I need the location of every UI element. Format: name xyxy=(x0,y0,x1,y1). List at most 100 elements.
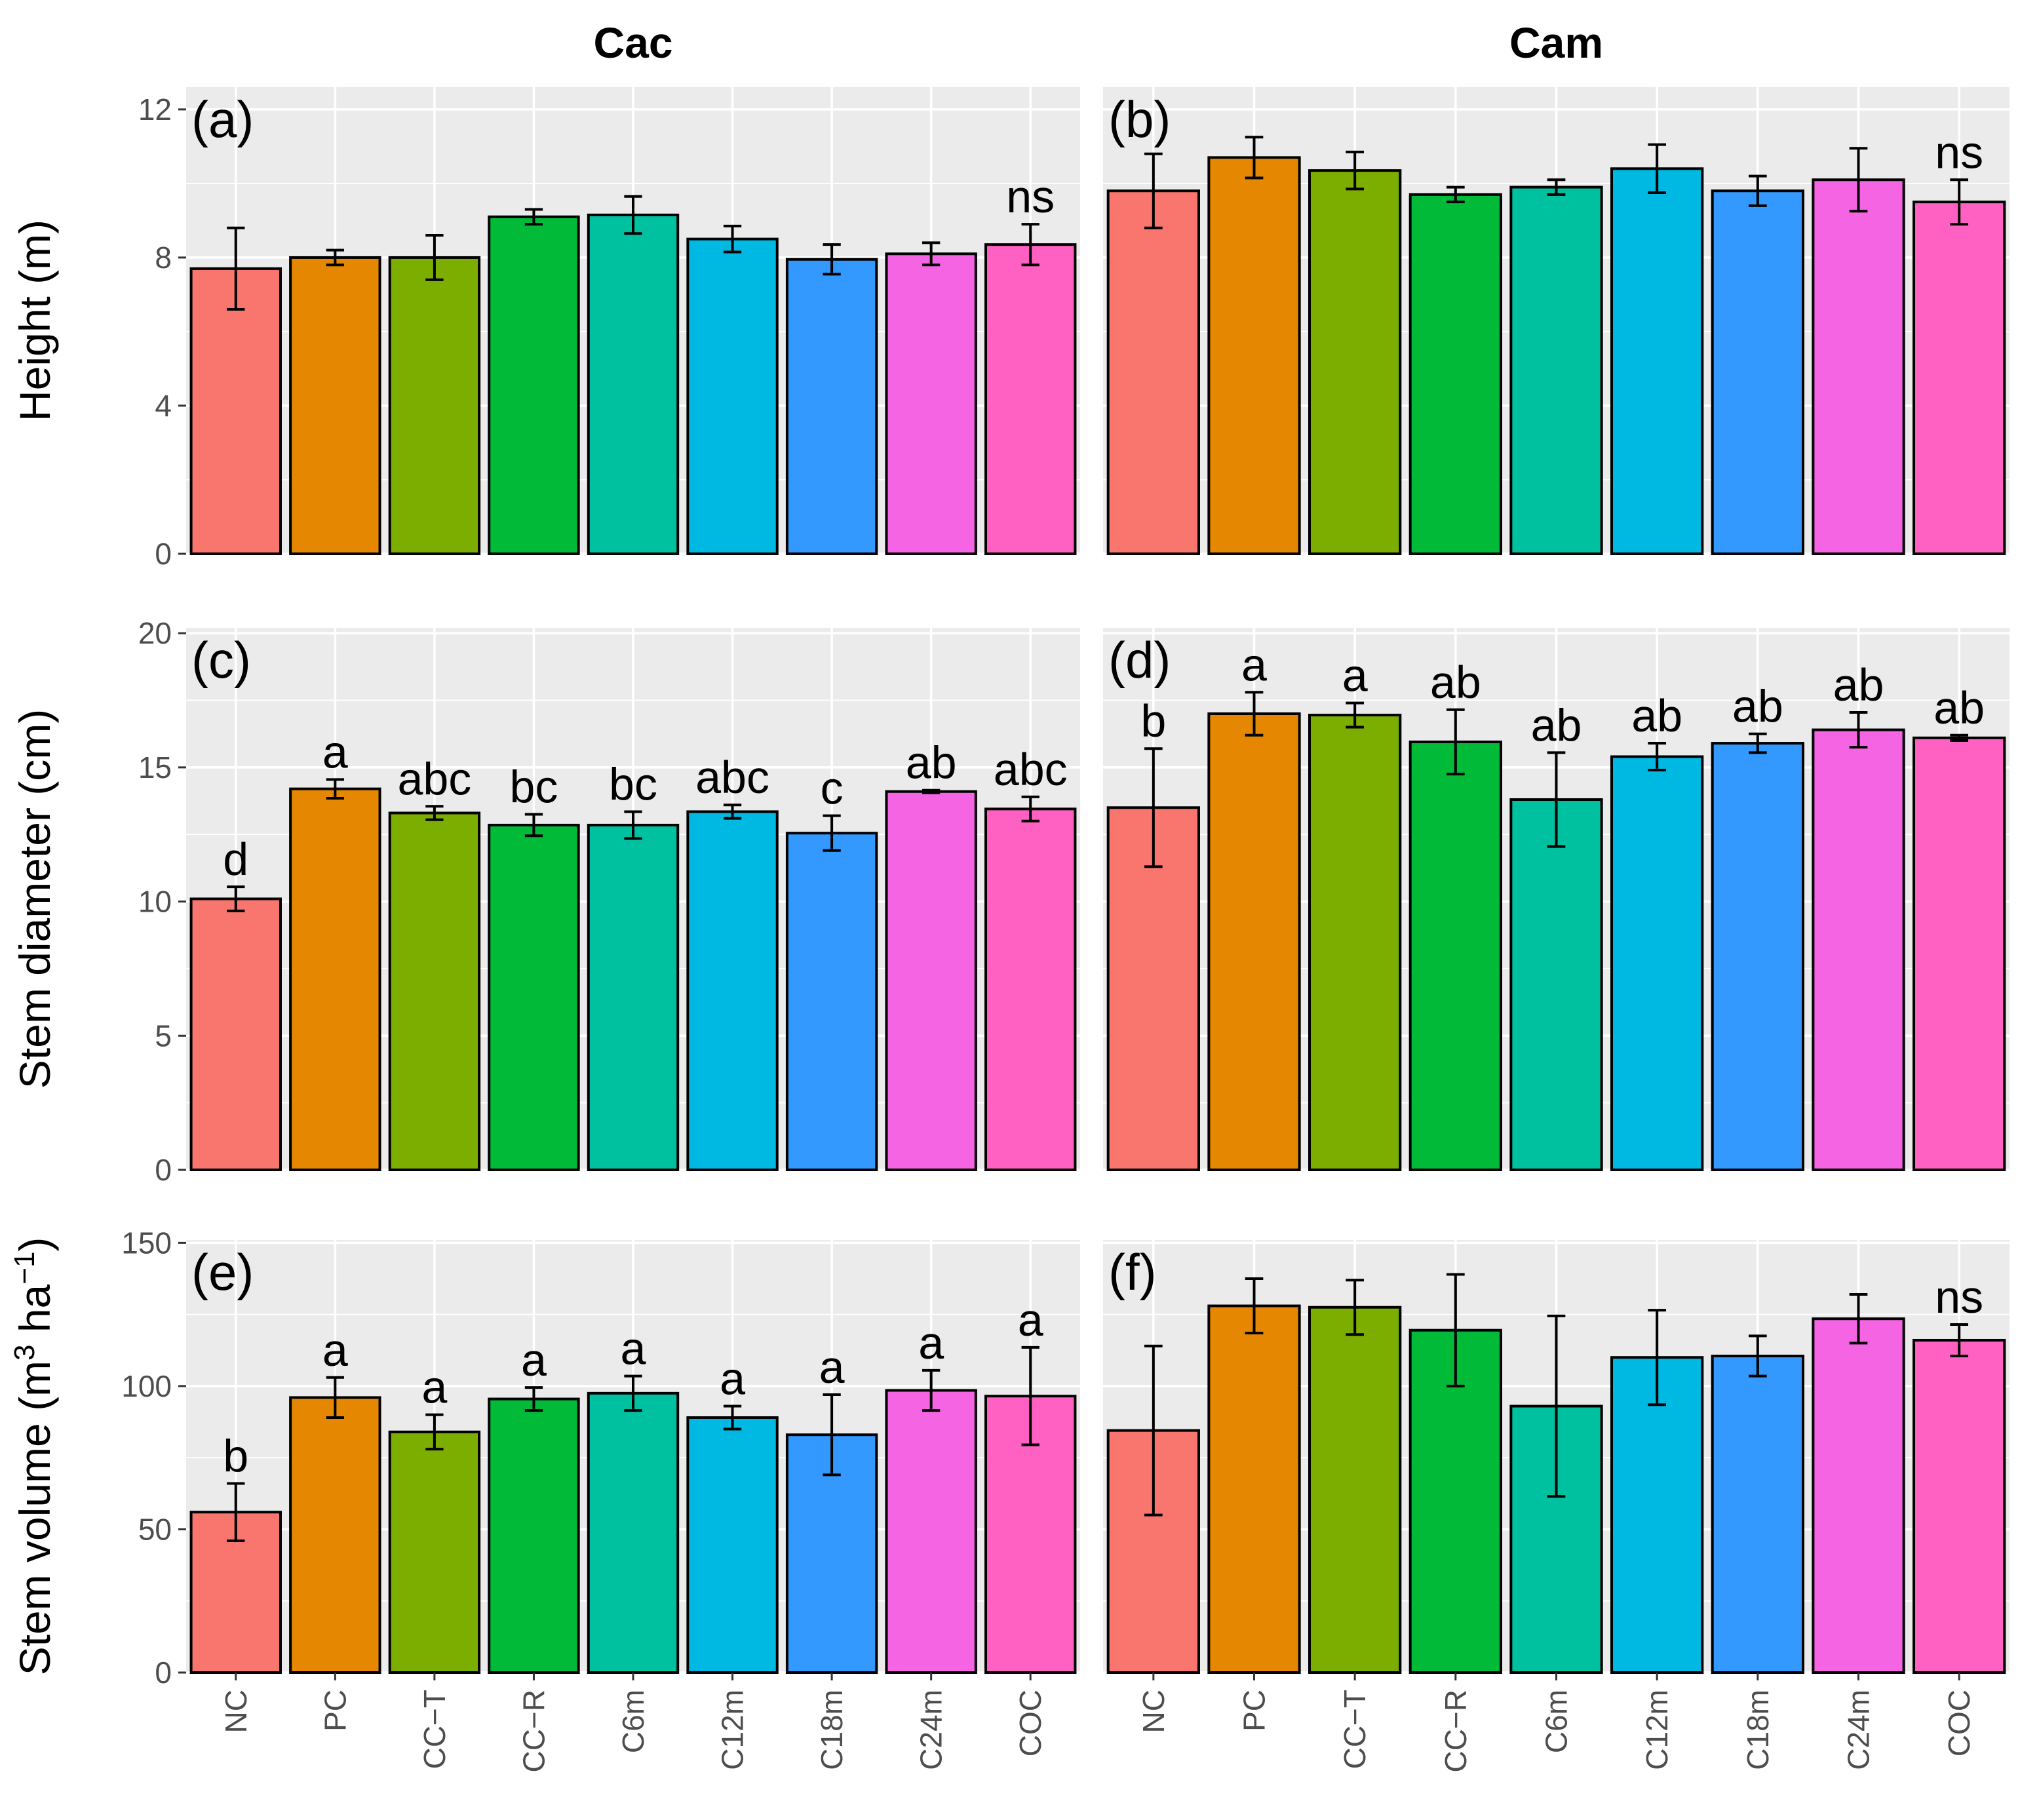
row-3-y-label-part-3: −1 xyxy=(9,1252,41,1285)
panel-b-bar-c12m xyxy=(1610,167,1704,556)
panel-c-significance-nc: d xyxy=(223,834,248,885)
panel-f-bar-c12m xyxy=(1610,1356,1704,1675)
panel-f-x-tick-label: C6m xyxy=(1540,1690,1574,1753)
panel-c-significance-pc: a xyxy=(322,726,348,777)
row-2-y-tick-label: 20 xyxy=(138,616,172,650)
panel-d-significance-nc: b xyxy=(1140,695,1166,746)
panel-d-bar-nc xyxy=(1106,806,1200,1171)
panel-e-significance-coc: a xyxy=(1018,1294,1043,1346)
panel-b-bar-c18m xyxy=(1711,189,1804,555)
panel-e-x-tick-label: NC xyxy=(219,1690,253,1733)
panel-c-significance-coc: abc xyxy=(994,744,1068,795)
panel-c-bar-ccr xyxy=(488,823,580,1171)
panel-d-bar-c12m xyxy=(1610,755,1704,1172)
row-3-y-tick-label: 150 xyxy=(121,1226,172,1260)
panel-a-bar-c24m xyxy=(885,252,977,555)
panel-e-significance-c6m: a xyxy=(621,1323,646,1374)
panel-b-bar-nc xyxy=(1106,189,1200,555)
panel-b-bar-ccr xyxy=(1408,193,1502,556)
panel-b-bar-c6m xyxy=(1509,185,1603,556)
panel-c-significance-c24m: ab xyxy=(906,737,957,788)
panel-f: ns (f) xyxy=(1103,1240,2010,1675)
panel-c-bar-c12m xyxy=(686,810,779,1172)
panel-d-bar-pc xyxy=(1207,712,1301,1171)
row-3-y-tick-label: 100 xyxy=(121,1369,172,1403)
panel-e-significance-c12m: a xyxy=(720,1353,745,1404)
panel-c-bar-pc xyxy=(289,787,381,1171)
row-3-y-label-part-0: Stem volume (m xyxy=(10,1361,59,1675)
panel-e-significance-nc: b xyxy=(223,1431,248,1482)
column-title-cac: Cac xyxy=(593,18,672,67)
row-2-y-tick-label: 15 xyxy=(138,750,172,784)
panel-b-bar-cct xyxy=(1308,169,1402,555)
panel-e-x-tick-label: C12m xyxy=(716,1690,750,1770)
panel-d-significance-c24m: ab xyxy=(1833,659,1884,710)
panel-e-bar-ccr xyxy=(488,1397,580,1674)
panel-f-x-tick-label: CC−R xyxy=(1439,1690,1473,1773)
panel-d-bar-coc xyxy=(1913,736,2006,1171)
panel-c-bar-c18m xyxy=(785,832,878,1171)
panel-e-x-tick-label: CC−T xyxy=(418,1690,452,1769)
panel-b-bar-pc xyxy=(1207,156,1301,556)
panel-e-x-tick-label: C24m xyxy=(914,1690,948,1770)
panel-e: b a a a a a a a a (e) xyxy=(186,1240,1080,1675)
panel-d-bar-ccr xyxy=(1408,740,1502,1172)
row-1-y-axis-label: Height (m) xyxy=(10,220,59,421)
panel-a-bar-c12m xyxy=(686,237,779,555)
panel-f-significance-coc: ns xyxy=(1935,1271,1983,1323)
panel-b: ns (b) xyxy=(1103,87,2010,556)
panel-e-bar-cct xyxy=(388,1430,481,1674)
panel-f-x-tick-label: PC xyxy=(1237,1690,1272,1732)
panel-e-bar-c24m xyxy=(885,1389,977,1675)
panel-d-significance-c12m: ab xyxy=(1631,690,1682,741)
row-2-y-tick-label: 10 xyxy=(138,885,172,919)
row-3-y-axis-label: Stem volume (m3 ha−1) xyxy=(9,1237,60,1676)
panel-e-x-tick-label: C18m xyxy=(815,1690,849,1770)
panel-e-x-tick-label: PC xyxy=(318,1690,352,1732)
row-1-y-tick-label: 4 xyxy=(155,389,172,423)
panel-f-x-tick-label: C12m xyxy=(1640,1690,1674,1770)
row-3-y-label-part-2: ha xyxy=(10,1284,59,1344)
panel-e-significance-cct: a xyxy=(421,1362,447,1413)
panel-c-significance-c12m: abc xyxy=(695,752,769,803)
panel-e-tag: (e) xyxy=(191,1243,254,1301)
panel-b-tag: (b) xyxy=(1108,90,1171,148)
row-2-y-tick-label: 0 xyxy=(155,1153,172,1187)
row-2-y-axis-label: Stem diameter (cm) xyxy=(10,709,59,1089)
panel-d-significance-c18m: ab xyxy=(1732,681,1783,732)
panel-f-tag: (f) xyxy=(1108,1243,1157,1301)
panel-f-bar-coc xyxy=(1913,1338,2006,1674)
panel-d-bar-cct xyxy=(1308,714,1402,1171)
panel-e-significance-c18m: a xyxy=(819,1342,845,1393)
panel-d-significance-pc: a xyxy=(1241,639,1267,690)
panel-d-bar-c6m xyxy=(1509,798,1603,1171)
panel-d-tag: (d) xyxy=(1108,631,1171,689)
panel-d-significance-cct: a xyxy=(1342,650,1368,701)
panel-c-significance-c18m: c xyxy=(821,763,844,814)
panel-e-x-tick-label: CC−R xyxy=(516,1690,551,1773)
panel-c-significance-ccr: bc xyxy=(509,762,558,813)
panel-a-bar-coc xyxy=(984,243,1077,555)
column-title-cam: Cam xyxy=(1509,18,1603,67)
panel-e-significance-pc: a xyxy=(322,1325,348,1376)
panel-c-bar-c24m xyxy=(885,790,977,1172)
panel-a: ns (a) xyxy=(186,87,1080,555)
panel-e-x-tick-label: COC xyxy=(1013,1690,1047,1756)
panel-a-bar-cct xyxy=(388,256,481,555)
panel-a-bar-pc xyxy=(289,256,381,555)
panel-d-bar-c18m xyxy=(1711,742,1804,1171)
panel-e-bar-c6m xyxy=(587,1391,680,1674)
panel-d-significance-c6m: ab xyxy=(1531,699,1582,750)
row-1-y-tick-label: 12 xyxy=(138,92,172,126)
panel-e-x-tick-label: C6m xyxy=(616,1690,650,1753)
panel-c-bar-coc xyxy=(984,807,1077,1171)
row-3-y-tick-label: 50 xyxy=(138,1512,172,1546)
panel-f-x-tick-label: NC xyxy=(1136,1690,1171,1733)
row-1-y-tick-label: 0 xyxy=(155,537,172,571)
panel-c-tag: (c) xyxy=(191,631,251,689)
panel-f-bar-c24m xyxy=(1812,1317,1905,1675)
panel-f-bar-cct xyxy=(1308,1306,1402,1674)
panel-a-bar-c18m xyxy=(785,258,878,555)
